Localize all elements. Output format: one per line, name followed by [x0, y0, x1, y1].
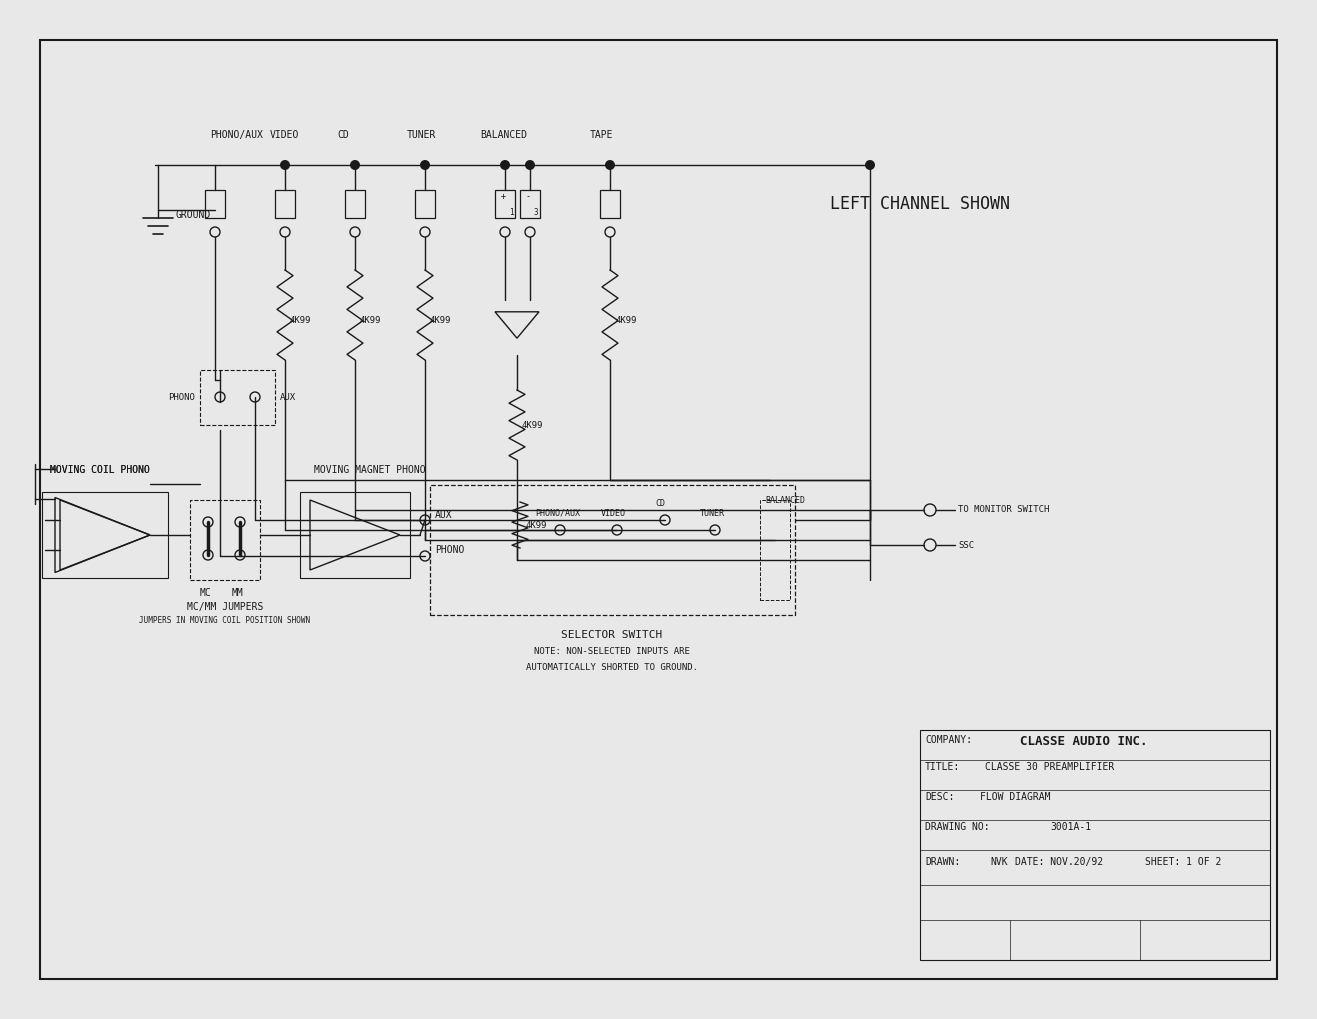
- Text: PHONO/AUX: PHONO/AUX: [209, 130, 263, 140]
- Text: MOVING COIL PHONO: MOVING COIL PHONO: [50, 465, 150, 475]
- Text: DRAWN:: DRAWN:: [925, 857, 960, 867]
- Text: MC: MC: [200, 588, 212, 598]
- Circle shape: [500, 160, 510, 170]
- Text: +: +: [500, 192, 506, 201]
- Text: CLASSE 30 PREAMPLIFIER: CLASSE 30 PREAMPLIFIER: [985, 762, 1114, 772]
- Text: 4K99: 4K99: [615, 316, 636, 324]
- Text: CLASSE AUDIO INC.: CLASSE AUDIO INC.: [1019, 735, 1147, 748]
- Bar: [275, 190, 295, 218]
- Text: 3: 3: [533, 208, 539, 217]
- Text: SELECTOR SWITCH: SELECTOR SWITCH: [561, 630, 662, 640]
- Text: MC/MM JUMPERS: MC/MM JUMPERS: [187, 602, 263, 612]
- Text: CD: CD: [337, 130, 349, 140]
- Bar: [495, 190, 515, 218]
- Text: DRAWING NO:: DRAWING NO:: [925, 822, 989, 832]
- Text: MOVING COIL PHONO: MOVING COIL PHONO: [50, 465, 150, 475]
- Bar: [921, 730, 1270, 960]
- Text: PHONO: PHONO: [169, 392, 195, 401]
- Bar: [42, 492, 169, 578]
- Text: AUTOMATICALLY SHORTED TO GROUND.: AUTOMATICALLY SHORTED TO GROUND.: [525, 663, 698, 672]
- Circle shape: [281, 160, 290, 170]
- Text: DATE: NOV.20/92: DATE: NOV.20/92: [1015, 857, 1104, 867]
- Text: JUMPERS IN MOVING COIL POSITION SHOWN: JUMPERS IN MOVING COIL POSITION SHOWN: [140, 616, 311, 625]
- Text: TITLE:: TITLE:: [925, 762, 960, 772]
- Circle shape: [420, 160, 429, 170]
- Bar: [205, 190, 225, 218]
- Text: CD: CD: [655, 499, 665, 508]
- Circle shape: [350, 160, 360, 170]
- Text: SSC: SSC: [957, 540, 975, 549]
- Text: COMPANY:: COMPANY:: [925, 735, 972, 745]
- Text: 4K99: 4K99: [290, 316, 312, 324]
- Text: 1: 1: [508, 208, 514, 217]
- Text: TAPE: TAPE: [590, 130, 614, 140]
- Text: TO MONITOR SWITCH: TO MONITOR SWITCH: [957, 505, 1050, 515]
- Text: SHEET: 1 OF 2: SHEET: 1 OF 2: [1144, 857, 1221, 867]
- Text: LEFT CHANNEL SHOWN: LEFT CHANNEL SHOWN: [830, 195, 1010, 213]
- Bar: [601, 190, 620, 218]
- Text: BALANCED: BALANCED: [479, 130, 527, 140]
- Text: PHONO/AUX: PHONO/AUX: [535, 510, 579, 518]
- Text: 4K99: 4K99: [522, 421, 544, 429]
- Text: PHONO: PHONO: [435, 545, 465, 555]
- Text: 4K99: 4K99: [525, 521, 547, 530]
- Circle shape: [865, 160, 874, 170]
- Bar: [200, 370, 275, 425]
- Bar: [760, 500, 790, 600]
- Text: AUX: AUX: [435, 510, 453, 520]
- Text: NVK: NVK: [990, 857, 1008, 867]
- Circle shape: [525, 160, 535, 170]
- Text: MOVING MAGNET PHONO: MOVING MAGNET PHONO: [315, 465, 425, 475]
- Text: -: -: [525, 192, 531, 201]
- Text: VIDEO: VIDEO: [601, 510, 626, 518]
- Text: TUNER: TUNER: [407, 130, 436, 140]
- Bar: [520, 190, 540, 218]
- Text: MM: MM: [232, 588, 244, 598]
- Text: 4K99: 4K99: [429, 316, 452, 324]
- Text: 3001A-1: 3001A-1: [1050, 822, 1090, 832]
- Bar: [300, 492, 410, 578]
- Bar: [429, 485, 795, 615]
- Text: AUX: AUX: [281, 392, 296, 401]
- Text: GROUND: GROUND: [176, 210, 211, 220]
- Text: 4K99: 4K99: [360, 316, 382, 324]
- Text: VIDEO: VIDEO: [270, 130, 299, 140]
- Text: BALANCED: BALANCED: [765, 496, 805, 505]
- Bar: [190, 500, 259, 580]
- Text: TUNER: TUNER: [701, 510, 724, 518]
- Text: DESC:: DESC:: [925, 792, 955, 802]
- Text: NOTE: NON-SELECTED INPUTS ARE: NOTE: NON-SELECTED INPUTS ARE: [535, 647, 690, 656]
- Text: FLOW DIAGRAM: FLOW DIAGRAM: [980, 792, 1051, 802]
- Bar: [345, 190, 365, 218]
- Bar: [415, 190, 435, 218]
- Circle shape: [605, 160, 615, 170]
